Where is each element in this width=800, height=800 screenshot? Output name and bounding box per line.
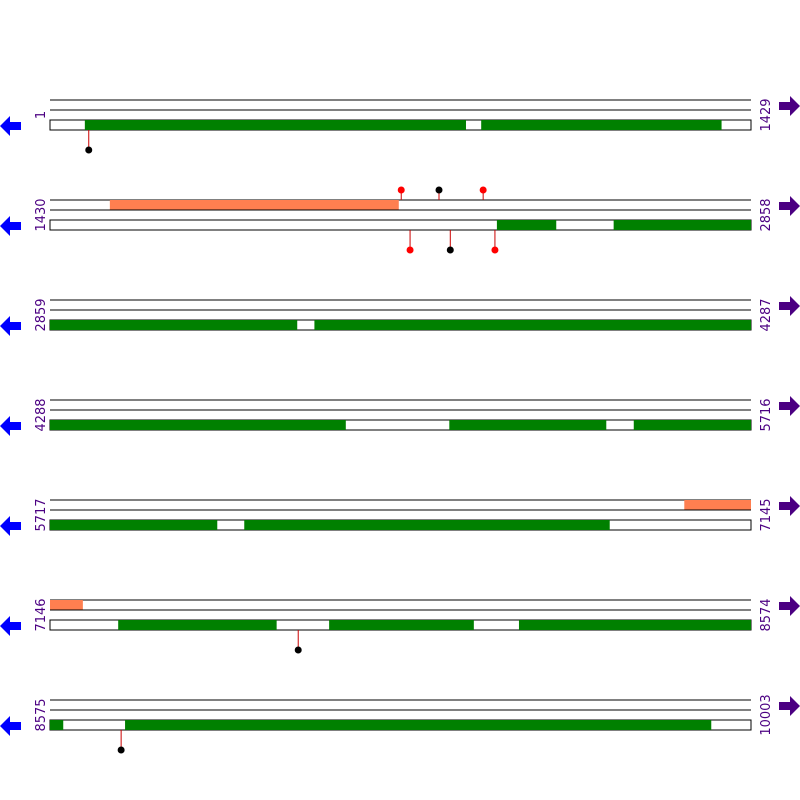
row-end-coordinate: 2858	[759, 198, 774, 231]
row-start-coordinate: 8575	[34, 698, 49, 731]
green-feature-block	[613, 220, 751, 230]
green-feature-block	[633, 420, 751, 430]
row-end-coordinate: 8574	[759, 598, 774, 631]
row-start-coordinate: 1430	[34, 198, 49, 231]
right-arrow-shape	[779, 96, 800, 116]
salmon-feature-block	[109, 200, 399, 210]
black-marker-dot[interactable]	[117, 746, 125, 754]
left-arrow-shape	[0, 116, 21, 136]
sequence-row: 5717 7145	[0, 496, 800, 536]
row-start-coordinate: 1	[34, 111, 49, 119]
green-feature-block	[314, 320, 751, 330]
row-start-coordinate: 2859	[34, 298, 49, 331]
row-end-coordinate: 4287	[759, 298, 774, 331]
left-arrow-shape	[0, 716, 21, 736]
right-arrow-icon[interactable]	[779, 596, 800, 616]
green-feature-block	[84, 120, 466, 130]
sequence-row: 4288 5716	[0, 396, 800, 436]
left-arrow-icon[interactable]	[0, 716, 21, 736]
sequence-row: 7146 8574	[0, 596, 800, 654]
green-feature-block	[481, 120, 722, 130]
black-marker-dot[interactable]	[435, 186, 443, 194]
green-feature-block	[125, 720, 712, 730]
row-start-coordinate: 5717	[34, 498, 49, 531]
green-feature-block	[329, 620, 474, 630]
black-marker-dot[interactable]	[446, 246, 454, 254]
sequence-row: 8575 10003	[0, 694, 800, 754]
right-arrow-shape	[779, 396, 800, 416]
red-marker-dot[interactable]	[491, 246, 499, 254]
salmon-feature-block	[684, 500, 751, 510]
black-marker-dot[interactable]	[85, 146, 93, 154]
left-arrow-icon[interactable]	[0, 516, 21, 536]
row-start-coordinate: 4288	[34, 398, 49, 431]
left-arrow-icon[interactable]	[0, 316, 21, 336]
green-feature-block	[244, 520, 610, 530]
green-feature-block	[518, 620, 751, 630]
row-end-coordinate: 1429	[759, 98, 774, 131]
left-arrow-icon[interactable]	[0, 416, 21, 436]
red-marker-dot[interactable]	[397, 186, 405, 194]
right-arrow-icon[interactable]	[779, 496, 800, 516]
left-arrow-icon[interactable]	[0, 216, 21, 236]
right-arrow-icon[interactable]	[779, 96, 800, 116]
right-arrow-shape	[779, 496, 800, 516]
green-feature-block	[496, 220, 557, 230]
row-end-coordinate: 10003	[759, 694, 774, 735]
right-arrow-icon[interactable]	[779, 196, 800, 216]
green-feature-block	[50, 320, 298, 330]
red-marker-dot[interactable]	[479, 186, 487, 194]
green-feature-block	[118, 620, 277, 630]
left-arrow-shape	[0, 316, 21, 336]
right-arrow-icon[interactable]	[779, 696, 800, 716]
right-arrow-shape	[779, 196, 800, 216]
sequence-row: 1 1429	[0, 96, 800, 154]
green-feature-block	[449, 420, 607, 430]
salmon-feature-block	[50, 600, 83, 610]
left-arrow-shape	[0, 516, 21, 536]
green-feature-block	[50, 420, 346, 430]
sequence-row: 1430 2858	[0, 186, 800, 254]
right-arrow-icon[interactable]	[779, 296, 800, 316]
black-marker-dot[interactable]	[294, 646, 302, 654]
left-arrow-icon[interactable]	[0, 616, 21, 636]
row-end-coordinate: 5716	[759, 398, 774, 431]
sequence-row: 2859 4287	[0, 296, 800, 336]
row-start-coordinate: 7146	[34, 598, 49, 631]
green-feature-block	[50, 520, 218, 530]
green-feature-block	[50, 720, 64, 730]
right-arrow-icon[interactable]	[779, 396, 800, 416]
left-arrow-shape	[0, 216, 21, 236]
right-arrow-shape	[779, 696, 800, 716]
left-arrow-shape	[0, 616, 21, 636]
row-end-coordinate: 7145	[759, 498, 774, 531]
left-arrow-shape	[0, 416, 21, 436]
red-marker-dot[interactable]	[406, 246, 414, 254]
right-arrow-shape	[779, 596, 800, 616]
right-arrow-shape	[779, 296, 800, 316]
left-arrow-icon[interactable]	[0, 116, 21, 136]
